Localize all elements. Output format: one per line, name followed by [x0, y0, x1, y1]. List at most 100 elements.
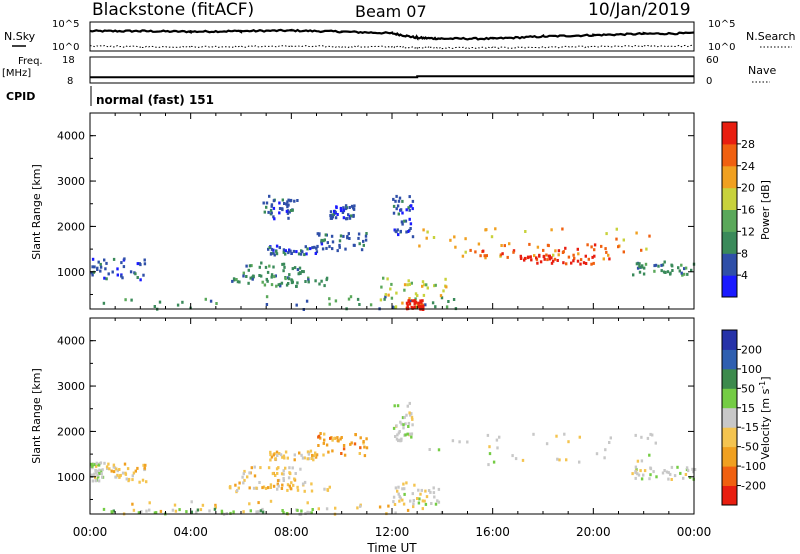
vel-cells-cell-479 — [436, 499, 439, 503]
power-cells-cell-29 — [121, 276, 124, 280]
power-cells-cell-85 — [307, 278, 310, 282]
power-cells-cell-425 — [565, 262, 568, 266]
power-cells-cell-22 — [91, 273, 94, 277]
vel-cells-cell-85 — [282, 472, 285, 476]
vel-cells-cell-343 — [679, 471, 682, 475]
power-cells-cell-283 — [396, 228, 399, 232]
vel-cells-cell-332 — [649, 473, 652, 477]
power-cells-cell-43 — [247, 268, 250, 272]
power-cells-cell-295 — [407, 230, 410, 233]
power-cells-cell-76 — [266, 270, 270, 274]
power-cells-cell-163 — [342, 206, 345, 210]
power-cells-cell-19 — [134, 272, 137, 276]
power-cells-cell-264 — [285, 202, 288, 206]
vel-cells-cell-339 — [631, 472, 634, 476]
vel-cells-cell-322 — [667, 471, 670, 475]
vel-cells-cell-133 — [234, 483, 237, 487]
power-cells-cell-78 — [252, 275, 255, 279]
power-cells-cell-231 — [284, 252, 287, 256]
power-cells-cell-553 — [403, 288, 406, 292]
power-cells-cell-397 — [600, 244, 603, 248]
vel-cells-cell-253 — [406, 432, 409, 436]
vel-cells-cell-108 — [303, 480, 307, 484]
power-cells-cell-250 — [288, 210, 291, 214]
power-cells-cell-132 — [318, 232, 321, 236]
power-yticks-label-3: 4000 — [57, 130, 85, 143]
power-cells-cell-412 — [546, 258, 549, 262]
power-cells-cell-314 — [405, 230, 408, 234]
power-cells-cell-495 — [204, 297, 207, 301]
vel-cells-cell-147 — [277, 484, 280, 488]
power-cells-cell-285 — [398, 196, 402, 200]
power-cells-cell-100 — [249, 276, 252, 280]
power-cells-cell-428 — [543, 257, 546, 261]
vel-cells-cell-56 — [118, 468, 121, 471]
power-cells-cell-284 — [397, 212, 400, 216]
vel-cells-cell-429 — [140, 510, 143, 513]
vel-cells-cell-456 — [402, 482, 405, 486]
vel-cells-cell-10 — [97, 475, 100, 479]
power-cells-cell-220 — [315, 246, 318, 250]
vel-cells-cell-430 — [311, 508, 314, 511]
power-cells-cell-58 — [302, 270, 305, 274]
power-cells-cell-112 — [280, 281, 284, 285]
power-cells-cell-595 — [408, 302, 411, 306]
time-tick-1: 04:00 — [173, 525, 208, 539]
time-tick-3: 12:00 — [375, 525, 410, 539]
vel-cells-cell-358 — [652, 470, 655, 474]
vel-cells-cell-117 — [271, 472, 275, 476]
power-cells-cell-304 — [403, 219, 406, 223]
power-cells-cell-450 — [664, 271, 667, 274]
power-cells-cell-449 — [636, 266, 640, 270]
vel-cells-cell-114 — [276, 472, 279, 475]
power-cells-cell-471 — [666, 270, 670, 274]
power-cells-cell-247 — [283, 202, 286, 205]
power-cells-cell-403 — [579, 262, 582, 266]
power-cells-cell-191 — [335, 206, 338, 209]
vel-cells-cell-0 — [96, 463, 99, 467]
vel-cells-cell-455 — [403, 487, 406, 491]
vel-cells-cell-273 — [410, 432, 414, 436]
vel-cells-cell-390 — [412, 505, 415, 509]
vel-cells-cell-467 — [437, 500, 441, 504]
power-cells-cell-2 — [136, 276, 139, 279]
power-cells-cell-327 — [484, 256, 487, 260]
vel-cells-cell-414 — [171, 508, 175, 512]
power-cells-cell-116 — [285, 283, 289, 287]
power-cells-cell-361 — [577, 252, 580, 256]
vel-cells-cell-450 — [411, 492, 414, 496]
power-cells-cell-477 — [632, 273, 635, 277]
vel-cells-cell-139 — [228, 485, 232, 489]
vel-cells-cell-92 — [282, 477, 285, 480]
vel-cells-cell-237 — [283, 456, 286, 460]
power-cells-cell-478 — [669, 271, 672, 275]
power-cells-cell-448 — [678, 269, 681, 273]
power-cells-cell-525 — [423, 283, 426, 287]
power-cells-cell-113 — [304, 280, 307, 283]
power-cells-cell-455 — [638, 270, 642, 274]
power-cells-cell-31 — [105, 277, 108, 281]
power-cells-cell-474 — [654, 263, 658, 267]
power-cells-cell-330 — [573, 256, 576, 260]
vel-cells-cell-252 — [395, 424, 398, 428]
power-cells-cell-481 — [328, 297, 331, 301]
power-cells-cell-420 — [562, 261, 565, 265]
vel-cells-cell-443 — [424, 502, 428, 506]
power-cells-cell-8 — [129, 270, 133, 274]
vel-cells-cell-73 — [127, 477, 131, 481]
vel-cells-cell-282 — [646, 436, 650, 440]
vel-cells-cell-175 — [365, 437, 368, 441]
power-colorbar-label: Power [dB] — [759, 180, 772, 240]
power-cells-cell-480 — [102, 301, 106, 305]
power-cells-cell-482 — [305, 299, 309, 303]
vel-cells-cell-21 — [101, 468, 104, 472]
vel-cells-cell-385 — [378, 505, 382, 509]
power-cells-cell-454 — [683, 267, 686, 271]
power-cells-cell-462 — [638, 262, 641, 266]
power-cells-cell-499 — [440, 296, 444, 300]
vel-cells-cell-55 — [103, 461, 106, 465]
vel-cells-cell-251 — [411, 423, 414, 427]
vel-cells-cell-202 — [275, 450, 279, 454]
vel-cells-cell-38 — [90, 462, 93, 466]
power-cells-cell-329 — [605, 232, 608, 236]
